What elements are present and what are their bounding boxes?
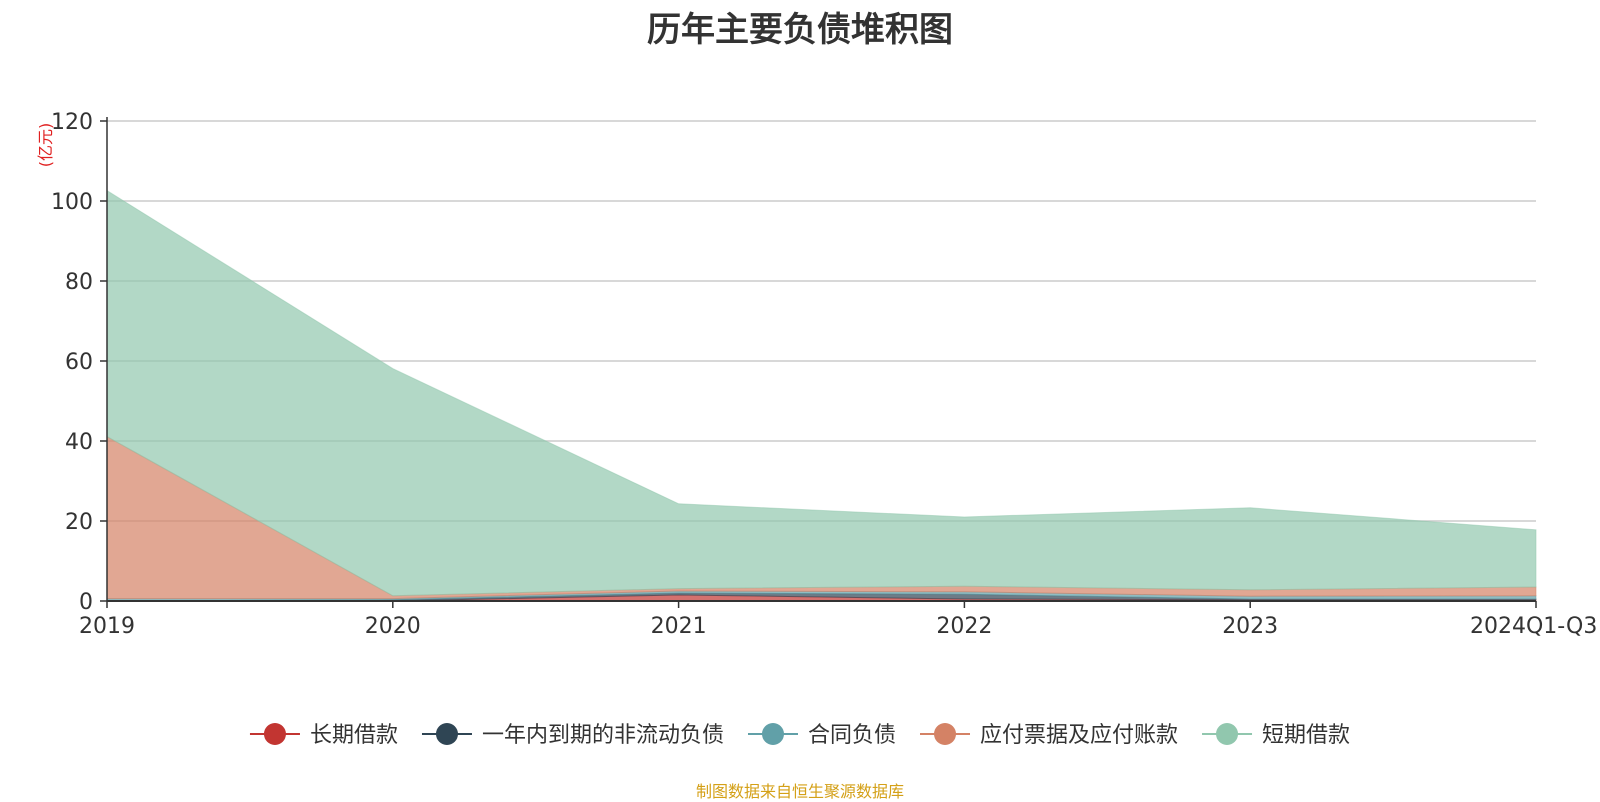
legend-label: 长期借款 bbox=[310, 723, 398, 748]
x-tick-label: 2024Q1-Q3 bbox=[1470, 614, 1597, 639]
area-series-4[interactable] bbox=[106, 189, 1537, 597]
x-tick-label: 2019 bbox=[79, 614, 135, 639]
legend-label: 合同负债 bbox=[808, 723, 896, 748]
axes: 0 20 40 60 80 100 120 2019 2020 2021 2022 2023 2024Q… bbox=[51, 110, 1597, 639]
chart-title: 历年主要负债堆积图 bbox=[647, 10, 953, 50]
y-axis-unit-label: (亿元) bbox=[36, 123, 55, 168]
y-tick-label: 0 bbox=[79, 590, 93, 615]
legend-item-0[interactable]: 长期借款 bbox=[249, 723, 398, 748]
legend-item-1[interactable]: 一年内到期的非流动负债 bbox=[421, 723, 724, 748]
legend-label: 一年内到期的非流动负债 bbox=[482, 723, 724, 748]
y-tick-label: 80 bbox=[65, 270, 93, 295]
legend-marker-dot bbox=[761, 723, 784, 745]
x-tick-label: 2020 bbox=[365, 614, 421, 639]
legend-item-3[interactable]: 应付票据及应付账款 bbox=[920, 723, 1178, 748]
legend-label: 短期借款 bbox=[1262, 723, 1350, 748]
x-tick-label: 2023 bbox=[1222, 614, 1278, 639]
legend-label: 应付票据及应付账款 bbox=[980, 723, 1178, 748]
x-tick-label: 2021 bbox=[651, 614, 707, 639]
x-tick-label: 2022 bbox=[936, 614, 992, 639]
legend-item-2[interactable]: 合同负债 bbox=[747, 723, 896, 748]
legend[interactable]: 长期借款 一年内到期的非流动负债 合同负债 应付票据及应付账款 短期借款 bbox=[249, 723, 1350, 748]
y-tick-label: 20 bbox=[65, 510, 93, 535]
legend-marker-dot bbox=[435, 723, 458, 745]
y-tick-label: 60 bbox=[65, 350, 93, 375]
area-series bbox=[106, 189, 1537, 602]
legend-marker-dot bbox=[934, 723, 957, 745]
y-tick-label: 40 bbox=[65, 430, 93, 455]
legend-item-4[interactable]: 短期借款 bbox=[1202, 723, 1350, 748]
legend-marker-dot bbox=[1216, 723, 1239, 745]
y-tick-label: 100 bbox=[51, 190, 93, 215]
legend-marker-dot bbox=[263, 723, 286, 745]
y-tick-label: 120 bbox=[51, 110, 93, 135]
source-note: 制图数据来自恒生聚源数据库 bbox=[695, 782, 904, 801]
